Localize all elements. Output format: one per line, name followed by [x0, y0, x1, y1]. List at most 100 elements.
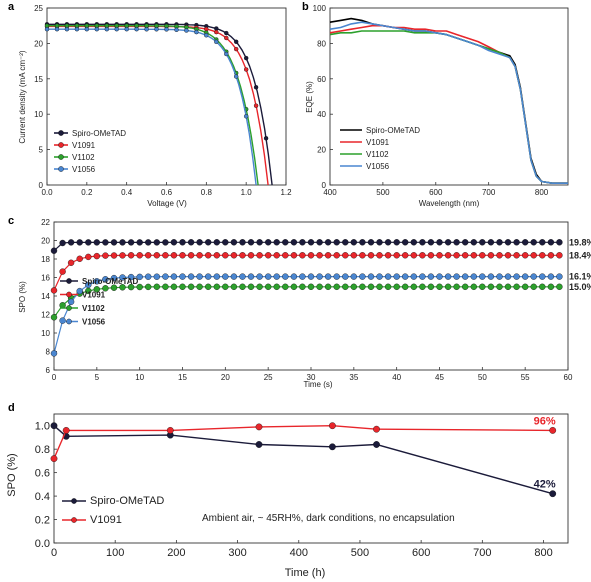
panel-c-data-point — [419, 252, 426, 259]
panel-c-legend-label: V1056 — [82, 318, 106, 327]
panel-d-data-point — [50, 422, 58, 430]
panel-c-data-point — [453, 252, 460, 259]
panel-c-data-point — [470, 252, 477, 259]
panel-d-data-point — [255, 441, 263, 448]
panel-c-data-point — [307, 239, 315, 246]
panel-c-data-point — [513, 283, 520, 290]
panel-d-xtick-label: 300 — [228, 547, 246, 559]
panel-a-xlabel: Voltage (V) — [147, 199, 187, 208]
panel-c-data-point — [504, 283, 512, 290]
panel-a-ytick-label: 20 — [34, 39, 43, 48]
panel-c-data-point — [504, 239, 512, 246]
panel-c-data-point — [170, 283, 178, 290]
panel-a-xtick-label: 0.8 — [201, 188, 213, 197]
panel-c-data-point — [316, 273, 323, 280]
panel-a-series-line — [47, 28, 257, 186]
panel-c-data-point — [453, 283, 460, 290]
panel-a-xtick-label: 1.0 — [241, 188, 253, 197]
panel-c-data-point — [59, 239, 66, 247]
panel-c-data-point — [213, 283, 221, 290]
panel-d-xtick-label: 800 — [534, 547, 552, 559]
panel-c-data-point — [273, 273, 280, 280]
panel-c-data-point — [119, 274, 126, 281]
panel-c-ytick-label: 20 — [41, 237, 50, 246]
panel-c-data-point — [367, 283, 375, 290]
panel-c-data-point — [110, 284, 118, 291]
panel-c-data-point — [239, 283, 246, 290]
panel-a-data-point — [74, 27, 80, 32]
panel-c-data-point — [504, 252, 512, 259]
panel-c-data-point — [333, 239, 340, 246]
panel-c-data-point — [342, 239, 349, 246]
panel-c-data-point — [496, 252, 503, 259]
panel-c-data-point — [547, 239, 555, 246]
panel-c-data-point — [76, 255, 83, 262]
panel-a-ytick-label: 15 — [34, 75, 43, 84]
panel-a-data-point — [233, 46, 239, 52]
panel-c-xtick-label: 0 — [52, 373, 57, 382]
panel-a-ytick-label: 5 — [39, 146, 44, 155]
panel-c-data-point — [367, 252, 375, 259]
panel-c-data-point — [436, 239, 443, 246]
panel-c-data-point — [153, 252, 161, 259]
panel-c-data-point — [265, 273, 272, 280]
panel-c-data-point — [333, 273, 340, 280]
panel-c-data-point — [247, 252, 255, 259]
panel-c-xtick-label: 60 — [564, 373, 573, 382]
panel-c-data-point — [522, 283, 529, 290]
panel-c-data-point — [50, 314, 58, 321]
panel-c-data-point — [427, 283, 435, 290]
panel-c-data-point — [333, 283, 340, 290]
panel-c-data-point — [410, 252, 417, 259]
panel-b-xtick-label: 600 — [429, 188, 443, 197]
panel-a-data-point — [224, 30, 229, 36]
panel-a-legend-label: V1056 — [72, 165, 96, 174]
panel-c-data-point — [410, 239, 417, 246]
panel-a-data-point — [104, 27, 110, 32]
panel-c-data-point — [462, 239, 469, 246]
panel-c-data-point — [119, 284, 126, 291]
panel-c-data-point — [402, 273, 409, 280]
panel-c-data-point — [144, 273, 152, 280]
panel-c-data-point — [222, 239, 229, 246]
panel-d-xtick-label: 100 — [106, 547, 124, 559]
panel-c-data-point — [299, 273, 306, 280]
panel-c-data-point — [282, 239, 289, 246]
panel-c-data-point — [359, 239, 366, 246]
panel-c-data-point — [547, 252, 555, 259]
panel-d-legend-marker — [71, 517, 77, 523]
panel-b-xlabel: Wavelength (nm) — [419, 199, 480, 208]
panel-d-ylabel: SPO (%) — [6, 453, 18, 496]
panel-c-data-point — [350, 239, 357, 246]
panel-c-data-point — [333, 252, 340, 259]
panel-c-data-point — [530, 252, 537, 259]
panel-d-end-label: 42% — [534, 479, 556, 491]
panel-a-ylabel: Current density (mA cm⁻²) — [18, 50, 27, 143]
panel-c-xtick-label: 35 — [349, 373, 358, 382]
panel-c-data-point — [162, 273, 169, 280]
panel-c-data-point — [444, 283, 452, 290]
panel-c-data-point — [265, 239, 272, 246]
panel-d-xtick-label: 600 — [412, 547, 430, 559]
panel-c-data-point — [539, 283, 546, 290]
panel-d-plot-frame — [53, 413, 569, 544]
panel-c-data-point — [247, 273, 255, 280]
panel-c-data-point — [547, 283, 555, 290]
panel-a-data-point — [144, 27, 149, 32]
panel-c-data-point — [179, 252, 186, 259]
panel-c-xtick-label: 5 — [95, 373, 100, 382]
panel-c-xtick-label: 55 — [521, 373, 530, 382]
panel-c-data-point — [316, 283, 323, 290]
panel-a-legend-label: V1091 — [72, 141, 96, 150]
panel-c-data-point — [265, 252, 272, 259]
panel-b-plot-frame — [329, 7, 569, 186]
panel-c-data-point — [539, 273, 546, 280]
panel-c-data-point — [102, 276, 109, 283]
panel-c-data-point — [204, 273, 212, 280]
panel-c-xtick-label: 40 — [392, 373, 401, 382]
panel-c-legend-label: Spiro-OMeTAD — [82, 277, 139, 286]
panel-c-data-point — [384, 273, 392, 280]
panel-c-data-point — [187, 239, 195, 246]
panel-c-data-point — [119, 239, 126, 246]
panel-c-data-point — [487, 239, 495, 246]
